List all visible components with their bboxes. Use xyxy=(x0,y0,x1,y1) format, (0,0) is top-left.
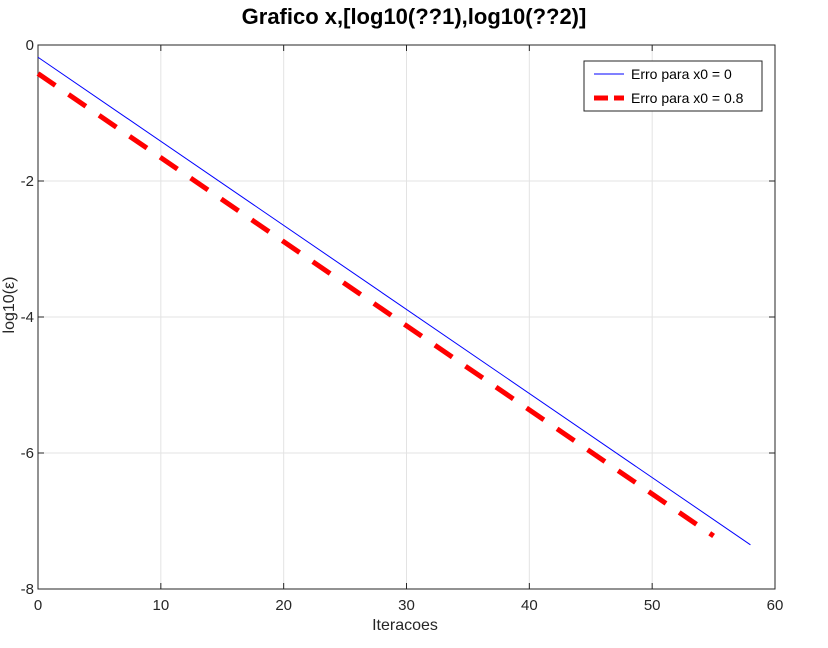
x-axis-label: Iteracoes xyxy=(372,617,438,634)
legend-box xyxy=(583,60,763,112)
y-tick-label: -4 xyxy=(21,309,34,326)
chart-title: Grafico x,[log10(??1),log10(??2)] xyxy=(241,4,587,29)
x-tick-label: 40 xyxy=(521,597,538,614)
x-tick-label: 50 xyxy=(644,597,661,614)
x-tick-label: 60 xyxy=(767,597,784,614)
y-axis-label: log10(ε) xyxy=(1,276,18,334)
y-tick-label: -2 xyxy=(21,173,34,190)
legend-entry-label: Erro para x0 = 0.8 xyxy=(631,90,744,106)
y-tick-label: -6 xyxy=(21,445,34,462)
x-tick-label: 0 xyxy=(34,597,42,614)
legend-entry-label: Erro para x0 = 0 xyxy=(631,66,732,82)
x-tick-label: 30 xyxy=(398,597,415,614)
x-tick-label: 10 xyxy=(152,597,169,614)
series-line-2 xyxy=(36,71,715,539)
x-tick-label: 20 xyxy=(275,597,292,614)
y-tick-label: -8 xyxy=(21,581,34,598)
series-line-1 xyxy=(37,56,751,546)
y-tick-label: 0 xyxy=(26,37,34,54)
